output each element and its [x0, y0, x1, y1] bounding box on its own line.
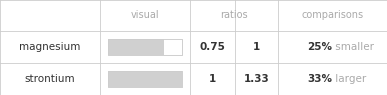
Text: 1: 1 — [253, 42, 260, 52]
Text: larger: larger — [332, 74, 367, 84]
Text: magnesium: magnesium — [19, 42, 80, 52]
Bar — [108, 71, 182, 87]
Text: smaller: smaller — [332, 42, 375, 52]
Text: ratios: ratios — [220, 11, 248, 21]
Text: visual: visual — [131, 11, 159, 21]
Bar — [108, 39, 182, 55]
Text: 1: 1 — [209, 74, 216, 84]
Text: 1.33: 1.33 — [244, 74, 269, 84]
Bar — [108, 39, 163, 55]
Bar — [108, 71, 182, 87]
Text: strontium: strontium — [25, 74, 75, 84]
Text: 25%: 25% — [308, 42, 332, 52]
Text: 33%: 33% — [308, 74, 332, 84]
Text: 0.75: 0.75 — [200, 42, 226, 52]
Bar — [108, 39, 182, 55]
Bar — [108, 71, 182, 87]
Text: comparisons: comparisons — [301, 11, 363, 21]
